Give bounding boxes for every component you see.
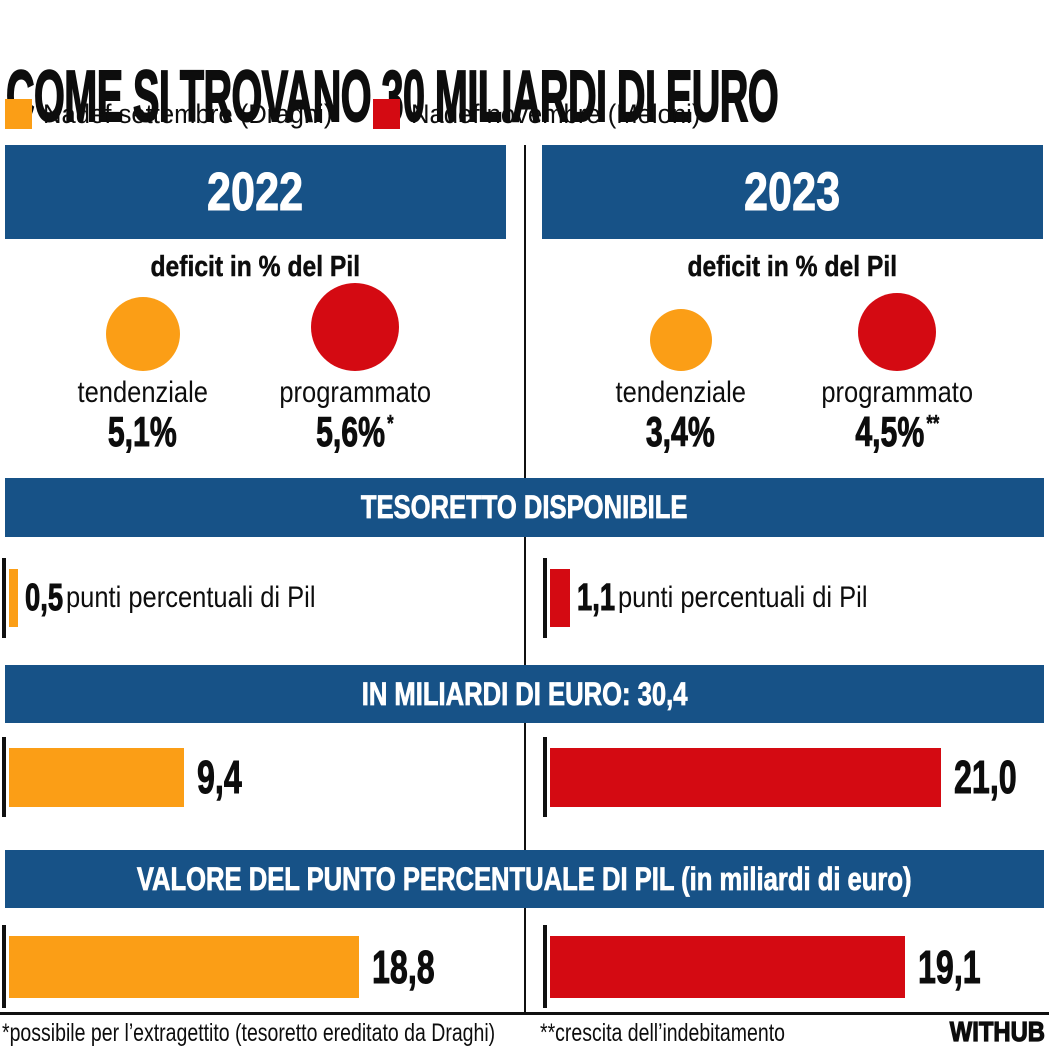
- footnote-marker: *: [387, 410, 394, 437]
- valore-row-meloni: 19,1: [543, 925, 1008, 1008]
- bar-unit-label: punti percentuali di Pil: [618, 581, 868, 614]
- bar-miliardi-draghi: [9, 747, 184, 807]
- bar-unit-label: punti percentuali di Pil: [66, 581, 316, 614]
- section-banner-miliardi: IN MILIARDI DI EURO: 30,4: [5, 665, 1044, 723]
- bubble-label-tendenziale-2022: tendenziale: [77, 376, 209, 409]
- legend-item-draghi: Nadef settembre (Draghi): [5, 97, 348, 131]
- bubble-value-tendenziale-2023: 3,4%: [645, 408, 715, 456]
- bar-value-tesoretto-meloni: 1,1: [577, 576, 616, 619]
- year-header-2022: 2022: [5, 145, 506, 239]
- section-banner-tesoretto: TESORETTO DISPONIBILE: [5, 478, 1044, 537]
- bar-value-valore-meloni: 19,1: [918, 940, 981, 993]
- axis-tick: [543, 737, 547, 817]
- axis-tick: [543, 925, 547, 1008]
- bar-miliardi-meloni: [550, 747, 941, 807]
- legend-item-meloni: Nadef novembre (Meloni): [373, 97, 716, 131]
- bubble-label-programmato-2023: programmato: [821, 376, 973, 409]
- legend-label-meloni: Nadef novembre (Meloni): [411, 98, 701, 129]
- bar-value-valore-draghi: 18,8: [371, 940, 435, 993]
- deficit-label-2022: deficit in % del Pil: [150, 251, 361, 284]
- footnote-indebitamento: **crescita dell’indebitamento: [540, 1019, 785, 1047]
- legend-label-draghi: Nadef settembre (Draghi): [43, 98, 333, 129]
- deficit-label-2023: deficit in % del Pil: [687, 251, 898, 284]
- valore-row-draghi: 18,8: [2, 925, 461, 1008]
- year-header-2023: 2023: [542, 145, 1043, 239]
- legend-swatch-orange: [5, 99, 32, 129]
- bubble-value-programmato-2022: 5,6%*: [316, 408, 394, 456]
- bar-valore-draghi: [9, 935, 359, 998]
- bar-valore-meloni: [550, 935, 906, 998]
- bubble-programmato-2023: [858, 293, 936, 371]
- footnote-marker: **: [926, 410, 940, 437]
- bubble-programmato-2022: [311, 283, 399, 371]
- column-divider: [524, 145, 526, 1012]
- axis-tick: [2, 558, 6, 638]
- bar-tesoretto-draghi: [9, 569, 19, 627]
- bubble-value-tendenziale-2022: 5,1%: [107, 408, 177, 456]
- tesoretto-row-draghi: 0,5 punti percentuali di Pil: [2, 558, 360, 638]
- miliardi-row-draghi: 9,4: [2, 737, 261, 817]
- bubble-tendenziale-2023: [650, 309, 712, 371]
- footnote-extragettito: *possibile per l’extragettito (tesoretto…: [2, 1019, 496, 1047]
- axis-tick: [2, 925, 6, 1008]
- legend-swatch-red: [373, 99, 400, 129]
- bar-value-miliardi-draghi: 9,4: [196, 751, 242, 804]
- miliardi-row-meloni: 21,0: [543, 737, 1043, 817]
- tesoretto-row-meloni: 1,1 punti percentuali di Pil: [543, 558, 912, 638]
- bar-tesoretto-meloni: [550, 569, 571, 627]
- bar-value-miliardi-meloni: 21,0: [953, 751, 1017, 804]
- axis-tick: [543, 558, 547, 638]
- footer-rule: [0, 1012, 1049, 1015]
- bar-value-tesoretto-draghi: 0,5: [25, 576, 64, 619]
- axis-tick: [2, 737, 6, 817]
- withub-logo: WITHUB: [949, 1015, 1045, 1047]
- bubble-label-tendenziale-2023: tendenziale: [615, 376, 747, 409]
- bubble-tendenziale-2022: [106, 297, 180, 371]
- bubble-value-programmato-2023: 4,5%**: [854, 408, 940, 456]
- bubble-label-programmato-2022: programmato: [279, 376, 431, 409]
- section-banner-valore: VALORE DEL PUNTO PERCENTUALE DI PIL (in …: [5, 850, 1044, 908]
